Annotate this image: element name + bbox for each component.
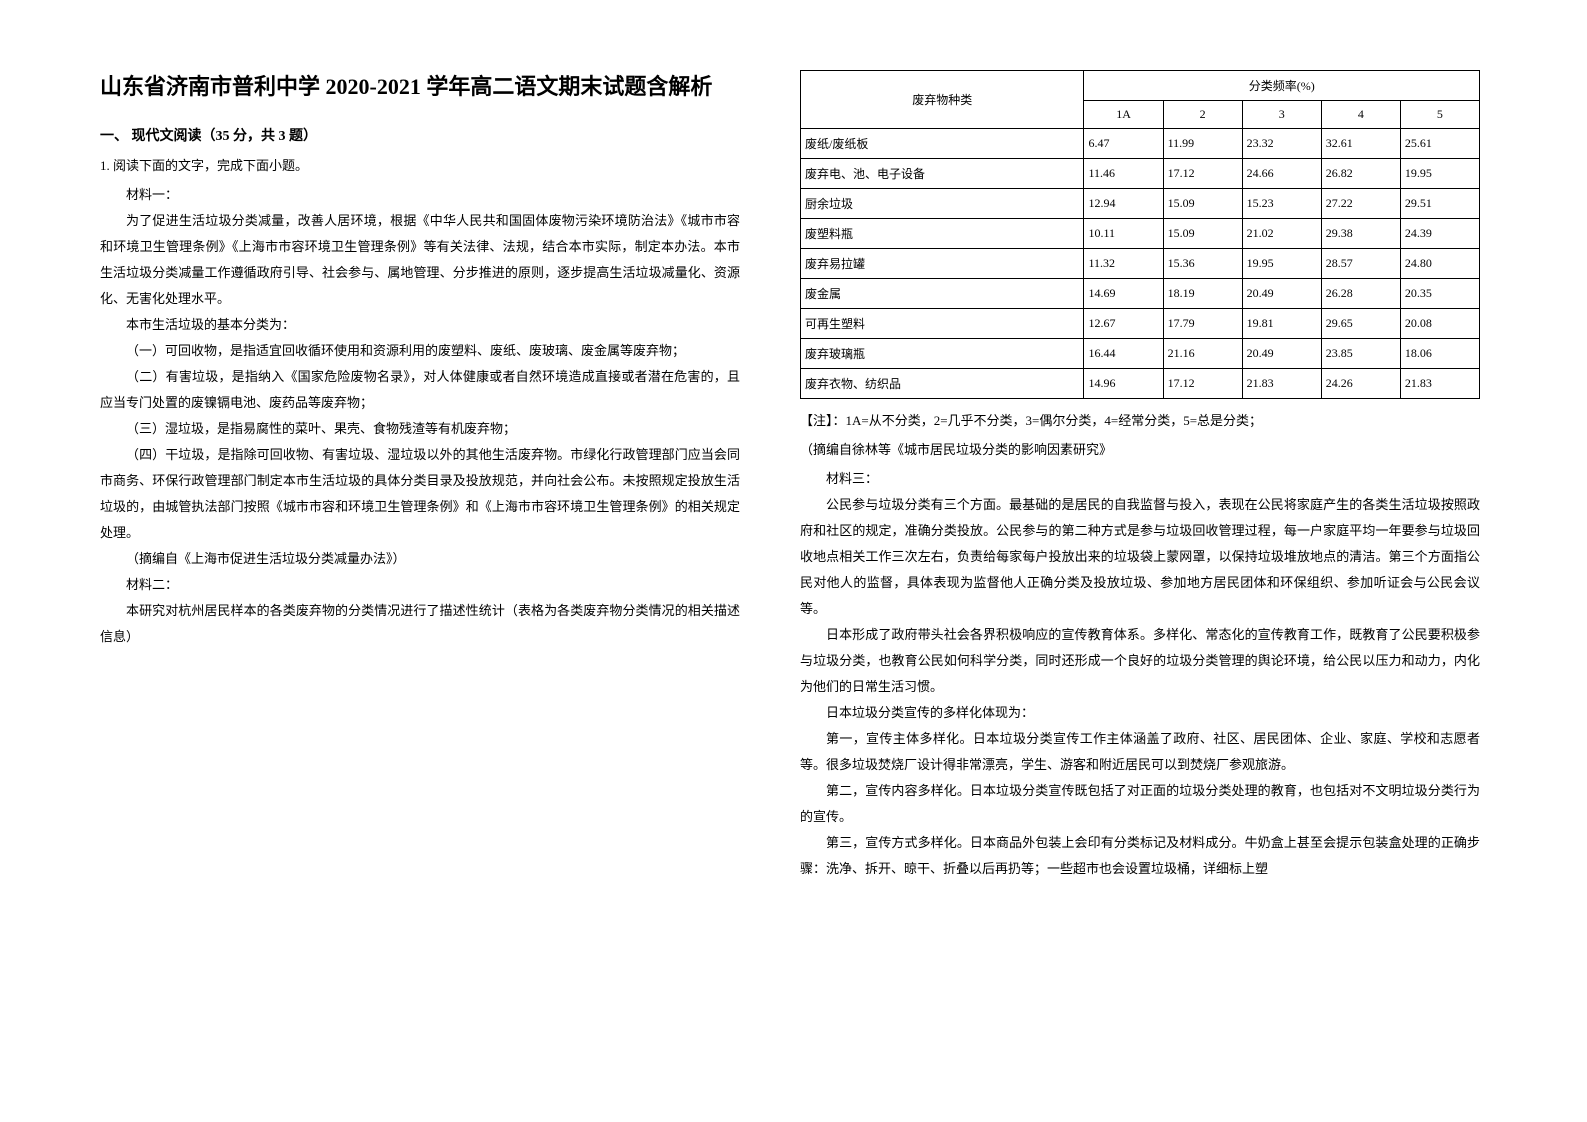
table-row: 废弃衣物、纺织品 14.96 17.12 21.83 24.26 21.83 [801,369,1480,399]
th-2: 2 [1163,101,1242,129]
cell: 14.69 [1084,279,1163,309]
th-frequency: 分类频率(%) [1084,71,1480,101]
cell: 20.35 [1400,279,1479,309]
table-note-legend: 【注】：1A=从不分类，2=几乎不分类，3=偶尔分类，4=经常分类，5=总是分类… [800,409,1480,434]
cell-label: 废塑料瓶 [801,219,1084,249]
table-row: 废塑料瓶 10.11 15.09 21.02 29.38 24.39 [801,219,1480,249]
cell: 15.23 [1242,189,1321,219]
material1-source: （摘编自《上海市促进生活垃圾分类减量办法》） [100,546,740,572]
cell: 14.96 [1084,369,1163,399]
material3-p6: 第三，宣传方式多样化。日本商品外包装上会印有分类标记及材料成分。牛奶盒上甚至会提… [800,830,1480,882]
cell: 17.12 [1163,369,1242,399]
cell: 15.09 [1163,189,1242,219]
cell: 29.65 [1321,309,1400,339]
th-3: 3 [1242,101,1321,129]
material2-p1: 本研究对杭州居民样本的各类废弃物的分类情况进行了描述性统计（表格为各类废弃物分类… [100,598,740,650]
cell: 29.38 [1321,219,1400,249]
material3-p4: 第一，宣传主体多样化。日本垃圾分类宣传工作主体涵盖了政府、社区、居民团体、企业、… [800,726,1480,778]
material3-p5: 第二，宣传内容多样化。日本垃圾分类宣传既包括了对正面的垃圾分类处理的教育，也包括… [800,778,1480,830]
cell: 24.80 [1400,249,1479,279]
cell: 27.22 [1321,189,1400,219]
table-row: 废金属 14.69 18.19 20.49 26.28 20.35 [801,279,1480,309]
cell-label: 废弃衣物、纺织品 [801,369,1084,399]
cell: 11.32 [1084,249,1163,279]
material3-p3: 日本垃圾分类宣传的多样化体现为： [800,700,1480,726]
cell: 19.95 [1400,159,1479,189]
cell: 21.83 [1242,369,1321,399]
cell: 26.82 [1321,159,1400,189]
cell: 12.94 [1084,189,1163,219]
th-5: 5 [1400,101,1479,129]
frequency-table: 废弃物种类 分类频率(%) 1A 2 3 4 5 废纸/废纸板 6.47 11.… [800,70,1480,399]
right-column: 废弃物种类 分类频率(%) 1A 2 3 4 5 废纸/废纸板 6.47 11.… [800,70,1480,1082]
cell-label: 厨余垃圾 [801,189,1084,219]
cell: 18.19 [1163,279,1242,309]
th-category: 废弃物种类 [801,71,1084,129]
cell: 19.81 [1242,309,1321,339]
cell: 21.83 [1400,369,1479,399]
cell: 21.16 [1163,339,1242,369]
cell: 18.06 [1400,339,1479,369]
cell: 25.61 [1400,129,1479,159]
material3-p1: 公民参与垃圾分类有三个方面。最基础的是居民的自我监督与投入，表现在公民将家庭产生… [800,492,1480,622]
material1-p1: 为了促进生活垃圾分类减量，改善人居环境，根据《中华人民共和国固体废物污染环境防治… [100,208,740,312]
cell: 24.39 [1400,219,1479,249]
cell: 24.66 [1242,159,1321,189]
cell: 11.46 [1084,159,1163,189]
cell-label: 废金属 [801,279,1084,309]
cell: 16.44 [1084,339,1163,369]
cell: 10.11 [1084,219,1163,249]
cell: 24.26 [1321,369,1400,399]
document-title: 山东省济南市普利中学 2020-2021 学年高二语文期末试题含解析 [100,70,740,103]
cell: 26.28 [1321,279,1400,309]
cell: 15.09 [1163,219,1242,249]
table-row: 废纸/废纸板 6.47 11.99 23.32 32.61 25.61 [801,129,1480,159]
material2-label: 材料二： [100,572,740,598]
cell: 28.57 [1321,249,1400,279]
material1-p6: （四）干垃圾，是指除可回收物、有害垃圾、湿垃圾以外的其他生活废弃物。市绿化行政管… [100,442,740,546]
cell: 21.02 [1242,219,1321,249]
cell: 32.61 [1321,129,1400,159]
cell: 23.32 [1242,129,1321,159]
cell-label: 废弃电、池、电子设备 [801,159,1084,189]
cell: 6.47 [1084,129,1163,159]
cell: 23.85 [1321,339,1400,369]
material1-p4: （二）有害垃圾，是指纳入《国家危险废物名录》，对人体健康或者自然环境造成直接或者… [100,364,740,416]
left-column: 山东省济南市普利中学 2020-2021 学年高二语文期末试题含解析 一、 现代… [100,70,740,1082]
cell-label: 废弃易拉罐 [801,249,1084,279]
cell: 17.12 [1163,159,1242,189]
material1-p2: 本市生活垃圾的基本分类为： [100,312,740,338]
th-1a: 1A [1084,101,1163,129]
table-row: 可再生塑料 12.67 17.79 19.81 29.65 20.08 [801,309,1480,339]
table-row: 废弃玻璃瓶 16.44 21.16 20.49 23.85 18.06 [801,339,1480,369]
section-heading: 一、 现代文阅读（35 分，共 3 题） [100,125,740,145]
material1-p5: （三）湿垃圾，是指易腐性的菜叶、果壳、食物残渣等有机废弃物； [100,416,740,442]
cell: 12.67 [1084,309,1163,339]
cell-label: 废弃玻璃瓶 [801,339,1084,369]
th-4: 4 [1321,101,1400,129]
material3-label: 材料三： [800,466,1480,492]
cell: 17.79 [1163,309,1242,339]
cell: 20.49 [1242,339,1321,369]
question-intro: 1. 阅读下面的文字，完成下面小题。 [100,155,740,174]
cell: 20.49 [1242,279,1321,309]
cell: 11.99 [1163,129,1242,159]
table-row: 废弃电、池、电子设备 11.46 17.12 24.66 26.82 19.95 [801,159,1480,189]
table-note-source: （摘编自徐林等《城市居民垃圾分类的影响因素研究》 [800,438,1480,463]
table-row: 废弃易拉罐 11.32 15.36 19.95 28.57 24.80 [801,249,1480,279]
cell: 15.36 [1163,249,1242,279]
material1-p3: （一）可回收物，是指适宜回收循环使用和资源利用的废塑料、废纸、废玻璃、废金属等废… [100,338,740,364]
cell-label: 废纸/废纸板 [801,129,1084,159]
material3-p2: 日本形成了政府带头社会各界积极响应的宣传教育体系。多样化、常态化的宣传教育工作，… [800,622,1480,700]
cell: 19.95 [1242,249,1321,279]
table-body: 废纸/废纸板 6.47 11.99 23.32 32.61 25.61 废弃电、… [801,129,1480,399]
material1-label: 材料一： [100,182,740,208]
cell: 29.51 [1400,189,1479,219]
cell: 20.08 [1400,309,1479,339]
cell-label: 可再生塑料 [801,309,1084,339]
table-row: 厨余垃圾 12.94 15.09 15.23 27.22 29.51 [801,189,1480,219]
